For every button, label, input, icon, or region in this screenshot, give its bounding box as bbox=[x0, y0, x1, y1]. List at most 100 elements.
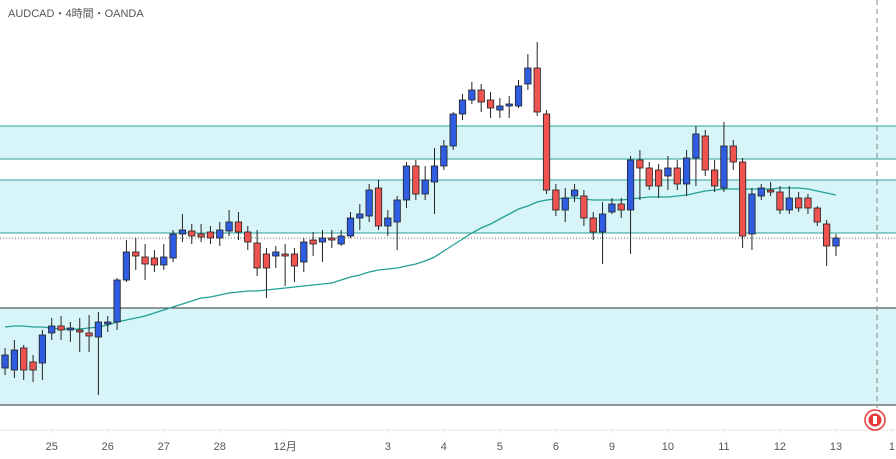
candle-body bbox=[748, 193, 756, 235]
moving-average bbox=[4, 187, 837, 330]
candle-body bbox=[505, 103, 513, 107]
chart-title: AUDCAD・4時間・OANDA bbox=[8, 7, 144, 20]
candle-body bbox=[552, 189, 560, 211]
candle-body bbox=[94, 321, 103, 338]
candle-body bbox=[664, 167, 672, 177]
candle-body bbox=[496, 105, 504, 111]
candle-body bbox=[374, 187, 383, 227]
candle-body bbox=[178, 229, 187, 235]
candle-body bbox=[823, 223, 831, 247]
candle-body bbox=[757, 187, 765, 197]
candle-body bbox=[393, 199, 401, 223]
candle-body bbox=[244, 231, 252, 243]
candle-body bbox=[272, 251, 280, 257]
candle-body bbox=[328, 237, 336, 241]
candle-body bbox=[468, 89, 476, 101]
candle-body bbox=[710, 169, 719, 187]
x-tick-label: 27 bbox=[158, 441, 170, 453]
candle-body bbox=[309, 239, 317, 245]
candle-body bbox=[589, 217, 597, 233]
candle-body bbox=[318, 237, 327, 243]
candle-body bbox=[729, 145, 737, 163]
candle-body bbox=[524, 67, 532, 85]
candle-body bbox=[10, 349, 18, 371]
candle-body bbox=[113, 279, 121, 323]
x-tick-label: 9 bbox=[609, 441, 615, 453]
candle-body bbox=[346, 217, 355, 237]
candle-body bbox=[122, 251, 131, 281]
candle-body bbox=[832, 237, 840, 247]
candle-body bbox=[813, 207, 821, 223]
candle-body bbox=[776, 191, 784, 211]
candle-body bbox=[570, 189, 579, 197]
x-tick-label: 12 bbox=[774, 441, 786, 453]
candle-body bbox=[160, 256, 168, 266]
candle-body bbox=[48, 325, 56, 334]
candle-body bbox=[1, 354, 9, 369]
candle-body bbox=[188, 230, 196, 237]
candle-body bbox=[412, 165, 420, 195]
candle-body bbox=[234, 221, 243, 233]
candle-body bbox=[365, 189, 373, 217]
x-tick-label: 3 bbox=[385, 441, 391, 453]
candle-body bbox=[795, 197, 803, 209]
candle-body bbox=[767, 189, 775, 193]
candle-body bbox=[682, 157, 691, 185]
x-tick-label: 25 bbox=[46, 441, 58, 453]
candle-body bbox=[20, 347, 28, 371]
candle-body bbox=[384, 217, 392, 227]
zone bbox=[0, 126, 896, 159]
candle-body bbox=[645, 167, 653, 187]
candle-body bbox=[141, 256, 149, 265]
candle-body bbox=[356, 213, 364, 219]
x-tick-label: 28 bbox=[214, 441, 226, 453]
candle-body bbox=[253, 242, 261, 269]
candle-body bbox=[477, 89, 485, 103]
candle-body bbox=[561, 197, 569, 211]
candle-body bbox=[262, 253, 271, 269]
candle-body bbox=[440, 145, 448, 167]
candle-body bbox=[626, 159, 635, 211]
candle-body bbox=[701, 135, 709, 171]
candle-body bbox=[430, 165, 439, 183]
candle-body bbox=[29, 361, 37, 371]
candle-body bbox=[66, 327, 74, 331]
candle-body bbox=[38, 334, 46, 364]
candle-body bbox=[785, 197, 793, 211]
candle-body bbox=[300, 241, 308, 263]
candle-body bbox=[514, 85, 523, 107]
x-tick-label: 11 bbox=[718, 441, 729, 453]
candle-body bbox=[197, 233, 205, 238]
candle-body bbox=[104, 321, 112, 325]
candle-body bbox=[150, 257, 159, 266]
candle-body bbox=[692, 133, 700, 159]
candle-body bbox=[76, 329, 84, 333]
candle-body bbox=[654, 169, 663, 187]
candle-body bbox=[533, 67, 541, 113]
candle-body bbox=[458, 99, 467, 115]
candle-body bbox=[402, 165, 411, 201]
candle-body bbox=[281, 253, 289, 257]
x-tick-label: 1 bbox=[889, 441, 895, 453]
candle-body bbox=[132, 251, 140, 257]
candle-body bbox=[598, 213, 607, 233]
x-tick-label: 4 bbox=[441, 441, 447, 453]
candle-body bbox=[486, 99, 495, 109]
candle-body bbox=[216, 229, 224, 239]
x-tick-label: 10 bbox=[662, 441, 674, 453]
candle-body bbox=[206, 231, 215, 239]
x-tick-label: 13 bbox=[830, 441, 842, 453]
x-tick-label: 26 bbox=[102, 441, 114, 453]
candle-body bbox=[739, 161, 747, 237]
x-tick-label: 6 bbox=[553, 441, 559, 453]
candle-body bbox=[449, 113, 457, 147]
candle-body bbox=[57, 325, 65, 331]
x-tick-label: 5 bbox=[497, 441, 503, 453]
candle-body bbox=[85, 332, 93, 337]
flag-icon bbox=[864, 409, 886, 431]
candle-body bbox=[720, 145, 728, 189]
candle-body bbox=[169, 233, 177, 259]
candle-body bbox=[673, 167, 681, 185]
x-tick-label: 12月 bbox=[274, 441, 297, 453]
